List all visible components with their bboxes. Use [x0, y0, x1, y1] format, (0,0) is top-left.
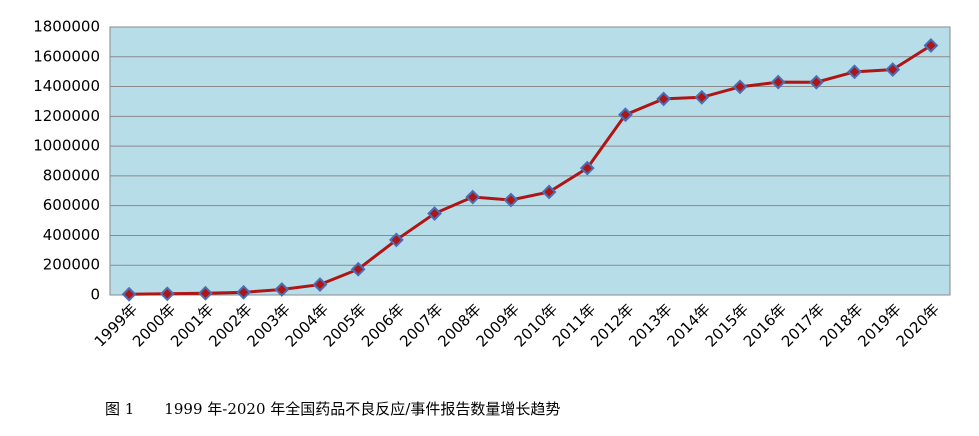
x-tick-label: 2020年 [893, 300, 943, 350]
marker [274, 282, 290, 297]
marker [198, 285, 213, 301]
marker [121, 286, 137, 302]
marker [923, 38, 939, 53]
marker [847, 64, 862, 80]
y-tick-label: 800000 [43, 166, 100, 184]
y-tick-label: 0 [90, 286, 100, 304]
marker [618, 107, 633, 123]
y-tick-label: 1600000 [33, 47, 100, 65]
y-tick-label: 200000 [43, 256, 100, 274]
y-tick-label: 1800000 [33, 18, 100, 36]
marker [503, 192, 519, 208]
marker [465, 189, 481, 205]
marker [350, 261, 366, 277]
y-tick-label: 1200000 [33, 107, 100, 125]
marker [885, 62, 901, 77]
marker [770, 74, 786, 90]
marker [579, 160, 595, 176]
y-tick-label: 600000 [43, 196, 100, 214]
marker [808, 74, 824, 90]
caption: 图 1 1999 年-2020 年全国药品不良反应/事件报告数量增长趋势 [105, 400, 560, 418]
y-tick-label: 1000000 [33, 137, 100, 155]
marker [541, 184, 557, 200]
marker [312, 277, 328, 292]
marker [694, 89, 710, 105]
y-tick-label: 400000 [43, 226, 100, 244]
marker [236, 284, 252, 300]
marker [732, 79, 748, 95]
marker [656, 91, 672, 107]
plot-area [109, 26, 951, 296]
marker [159, 286, 175, 302]
marker [388, 232, 404, 248]
marker [427, 206, 442, 221]
y-tick-label: 1400000 [33, 77, 100, 95]
line [129, 44, 932, 296]
